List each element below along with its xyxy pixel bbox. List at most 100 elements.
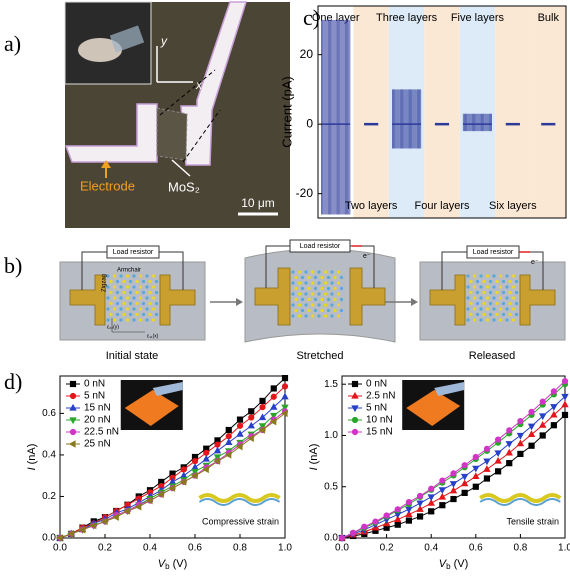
marker <box>417 514 422 519</box>
atom <box>324 292 327 295</box>
atom <box>333 309 336 312</box>
atom <box>152 296 155 299</box>
marker <box>451 496 456 501</box>
atom <box>298 292 301 295</box>
marker <box>529 409 534 414</box>
atom <box>301 298 304 301</box>
atom <box>340 298 343 301</box>
atom <box>152 307 155 310</box>
atom <box>479 274 482 277</box>
atom <box>499 307 502 310</box>
marker <box>529 443 534 448</box>
atom <box>139 296 142 299</box>
marker <box>484 446 489 451</box>
marker <box>496 469 501 474</box>
atom <box>337 270 340 273</box>
atom <box>106 318 109 321</box>
atom <box>155 313 158 316</box>
atom <box>505 296 508 299</box>
atom <box>327 276 330 279</box>
atom <box>473 274 476 277</box>
x-tick-label: 0.6 <box>188 543 202 554</box>
atom <box>324 314 327 317</box>
x-tick-label: 0.2 <box>380 543 394 554</box>
annotation: MoS₂ <box>168 179 200 194</box>
atom <box>489 291 492 294</box>
scale-label: 10 μm <box>241 196 275 210</box>
marker <box>462 463 467 468</box>
atom <box>119 285 122 288</box>
x-axis-unit: (V) <box>454 558 469 570</box>
atom <box>119 318 122 321</box>
atom <box>291 281 294 284</box>
figure: a) c) b) d) y x Electrode MoS₂ 10 μm <box>0 0 570 578</box>
legend-label: 5 nN <box>84 391 105 402</box>
atom <box>304 270 307 273</box>
atom <box>109 291 112 294</box>
atom <box>473 307 476 310</box>
atom <box>142 313 145 316</box>
atom <box>499 285 502 288</box>
legend-marker <box>70 429 75 434</box>
y-tick-label: -20 <box>296 186 314 200</box>
marker <box>339 535 344 540</box>
atom <box>333 276 336 279</box>
marker <box>237 417 242 422</box>
atom <box>466 274 469 277</box>
atom <box>109 280 112 283</box>
marker <box>395 507 400 512</box>
atom <box>489 280 492 283</box>
atom <box>139 274 142 277</box>
x-tick-label: 0.4 <box>143 543 157 554</box>
resistor-label: Load resistor <box>473 249 514 256</box>
atom <box>139 318 142 321</box>
atom <box>476 280 479 283</box>
atom <box>489 313 492 316</box>
y-tick-label: 0.0 <box>42 533 56 544</box>
atom <box>492 318 495 321</box>
atom <box>135 280 138 283</box>
atom <box>139 307 142 310</box>
atom <box>505 285 508 288</box>
atom <box>314 276 317 279</box>
atom <box>307 276 310 279</box>
atom <box>499 318 502 321</box>
resistor-label: Load resistor <box>300 243 341 250</box>
atom <box>291 303 294 306</box>
atom <box>515 280 518 283</box>
atom <box>129 302 132 305</box>
x-tick-label: 0.6 <box>469 543 483 554</box>
y-tick-label: 1.0 <box>324 430 338 441</box>
atom <box>333 287 336 290</box>
marker <box>473 484 478 489</box>
panel-label: b) <box>4 253 22 278</box>
atom <box>512 274 515 277</box>
marker <box>271 386 276 391</box>
atom <box>330 292 333 295</box>
panel-label: d) <box>4 369 22 394</box>
atom <box>122 280 125 283</box>
atom <box>129 313 132 316</box>
atom <box>479 296 482 299</box>
axis-label: y <box>160 34 168 48</box>
atom <box>145 274 148 277</box>
atom <box>294 309 297 312</box>
atom <box>109 302 112 305</box>
legend-marker <box>70 381 75 386</box>
atom <box>492 274 495 277</box>
atom <box>486 296 489 299</box>
legend-marker <box>70 393 75 398</box>
marker <box>271 394 276 399</box>
atom <box>116 302 119 305</box>
legend-label: 2.5 nN <box>366 391 395 402</box>
atom <box>476 313 479 316</box>
band-label: Bulk <box>538 12 560 24</box>
atom <box>466 285 469 288</box>
legend-marker <box>352 417 357 422</box>
atom <box>135 313 138 316</box>
atom <box>304 281 307 284</box>
atom <box>512 318 515 321</box>
marker <box>351 530 356 535</box>
marker <box>384 513 389 518</box>
atom <box>294 298 297 301</box>
